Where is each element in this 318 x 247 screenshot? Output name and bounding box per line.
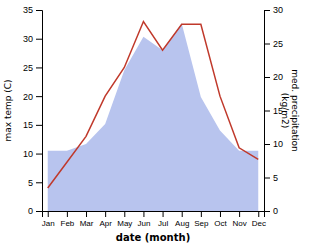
tick: 15 [23,120,42,130]
chart: Jan Feb Mar Apr May Jun Jul Aug Sep Oct Nov Dec 0 5 10… [0,0,318,247]
tick-label: 25 [273,39,283,49]
tick: Oct [214,211,227,228]
tick-mark [163,211,164,217]
tick-label: 20 [273,72,283,82]
tick-label: 10 [23,149,33,159]
tick: 10 [23,149,42,159]
tick-label: Mar [80,219,94,228]
tick-mark [36,67,42,68]
axis-domain [265,11,271,212]
tick: 30 [264,5,283,15]
tick-mark [264,211,270,212]
tick-mark [105,211,106,217]
tick-label: 5 [28,178,33,188]
tick-mark [36,10,42,11]
tick: 5 [28,178,42,188]
y-axis-title: max temp (C) [3,79,13,141]
tick: Sep [194,211,209,228]
tick: Jan [42,211,55,228]
tick: 10 [264,139,283,149]
tick: Mar [80,211,94,228]
tick-mark [264,144,270,145]
tick: 5 [264,173,278,183]
tick-label: Oct [214,219,227,228]
tick: Nov [233,211,247,228]
tick-mark [36,154,42,155]
tick-label: Dec [252,219,266,228]
tick-label: 15 [23,120,33,130]
tick-mark [143,211,144,217]
tick-label: 5 [273,173,278,183]
tick-mark [264,10,270,11]
tick-label: 30 [23,34,33,44]
tick-label: 0 [28,206,33,216]
tick-label: Jul [158,219,168,228]
marks [48,21,259,211]
tick: 25 [264,39,283,49]
tick-mark [201,211,202,217]
tick: May [117,211,132,228]
tick: 0 [264,206,278,216]
x-axis-title: date (month) [116,232,190,243]
tick-label: 0 [273,206,278,216]
axis-domain [43,212,265,218]
tick-label: 10 [273,139,283,149]
precipitation-area [48,23,259,211]
tick: Aug [175,211,189,228]
y-axis: 0 5 10 15 20 25 30 35 [23,5,43,216]
tick-label: Nov [233,219,247,228]
tick-label: Jan [42,219,55,228]
tick-label: 35 [23,5,33,15]
tick-mark [264,77,270,78]
tick-mark [67,211,68,217]
tick-label: Jun [137,219,150,228]
y2-axis-title: med. precipitation(kg/m2) [280,69,300,151]
tick: 20 [264,72,283,82]
tick-label: May [117,219,132,228]
tick: Jun [137,211,150,228]
tick: 20 [23,92,42,102]
tick-mark [36,96,42,97]
tick-label: 25 [23,63,33,73]
tick: Feb [60,211,74,228]
tick-mark [258,211,259,217]
tick-mark [36,39,42,40]
tick-label: Apr [99,219,112,228]
tick-label: 30 [273,5,283,15]
axis-domain [36,11,43,212]
x-axis: Jan Feb Mar Apr May Jun Jul Aug Sep Oct Nov Dec [42,211,266,228]
tick: Apr [99,211,112,228]
tick-mark [86,211,87,217]
tick: 30 [23,34,42,44]
tick-mark [264,111,270,112]
tick: 0 [28,206,42,216]
tick-mark [182,211,183,217]
y2-axis-title-line: (kg/m2) [280,93,290,128]
tick-label: Aug [175,219,189,228]
plot: Jan Feb Mar Apr May Jun Jul Aug Sep Oct Nov Dec 0 5 10… [23,5,283,227]
tick-mark [124,211,125,217]
tick: 25 [23,63,42,73]
tick-mark [36,125,42,126]
tick-mark [239,211,240,217]
tick-mark [264,44,270,45]
tick: 35 [23,5,42,15]
y2-axis-title-line: med. precipitation [290,69,300,151]
tick: Jul [158,211,168,228]
tick-mark [264,178,270,179]
temperature-line [48,21,259,188]
tick-label: 20 [23,92,33,102]
tick-label: Sep [194,219,209,228]
tick-mark [36,211,42,212]
tick-mark [48,211,49,217]
tick-mark [36,182,42,183]
tick-label: Feb [60,219,74,228]
tick-mark [220,211,221,217]
tick: Dec [252,211,266,228]
